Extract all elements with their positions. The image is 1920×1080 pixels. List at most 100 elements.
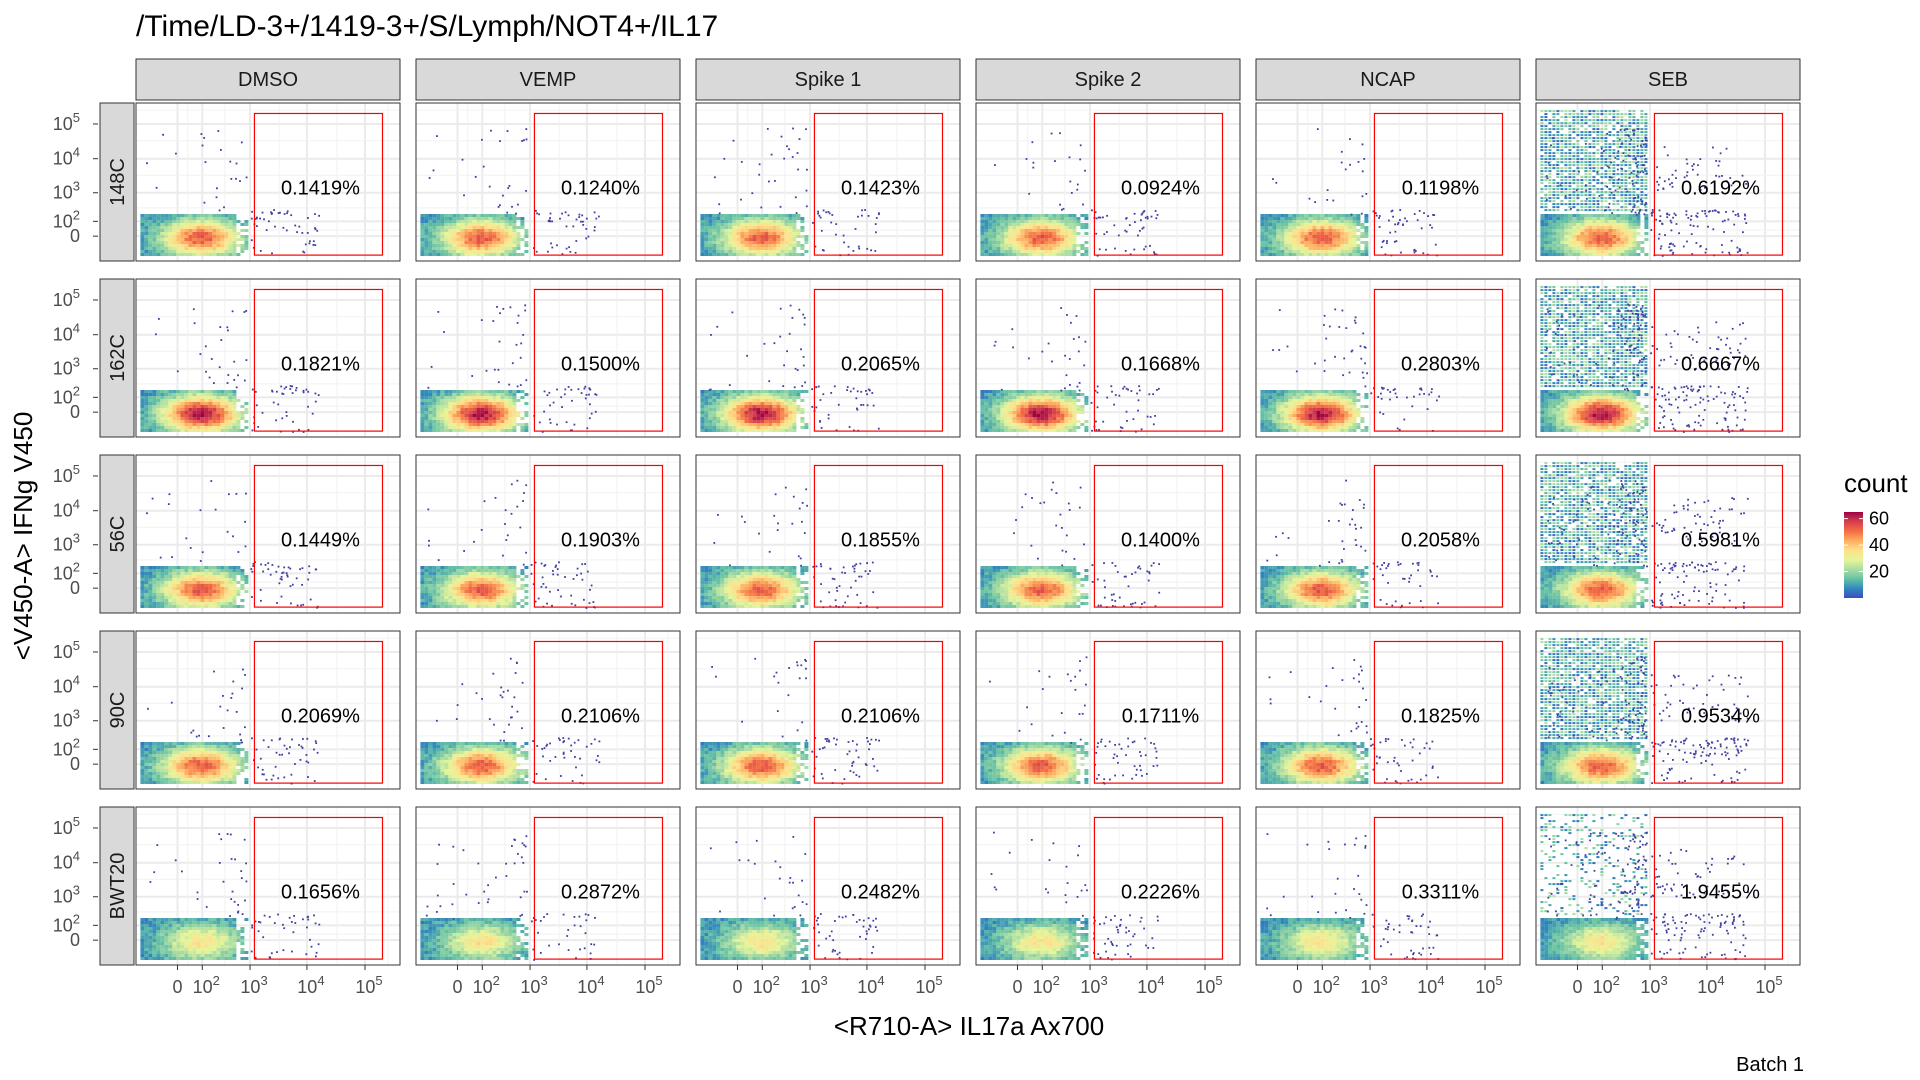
gate-rectangle bbox=[1093, 288, 1224, 432]
y-tick-label: 0 bbox=[70, 754, 80, 774]
y-tick-label: 103 bbox=[53, 531, 80, 555]
x-tick-label: 105 bbox=[355, 973, 382, 997]
legend-tick-label: 20 bbox=[1869, 562, 1889, 582]
gate-percentage-label: 0.1825% bbox=[1401, 706, 1480, 728]
gate-percentage-label: 0.0924% bbox=[1121, 178, 1200, 200]
x-tick-label: 102 bbox=[753, 973, 780, 997]
y-tick-label: 104 bbox=[53, 849, 80, 873]
gate-percentage-label: 0.1855% bbox=[841, 530, 920, 552]
y-tick-label: 0 bbox=[70, 402, 80, 422]
row-strip-label: 56C bbox=[107, 516, 129, 553]
facet-panel: 0.1903% bbox=[415, 454, 681, 614]
row-strip-label: 162C bbox=[107, 334, 129, 382]
facet-panel: 0.2069% bbox=[135, 630, 401, 790]
cell-density bbox=[140, 833, 321, 960]
y-tick-label: 0 bbox=[70, 930, 80, 950]
legend-title: count bbox=[1844, 468, 1908, 498]
column-strip-label: DMSO bbox=[238, 69, 298, 91]
y-tick-label: 0 bbox=[70, 578, 80, 598]
facet-panel: 0.1423% bbox=[695, 102, 961, 262]
gate-rectangle bbox=[813, 640, 944, 784]
x-tick-label: 104 bbox=[1697, 973, 1724, 997]
x-tick-label: 104 bbox=[1417, 973, 1444, 997]
gate-percentage-label: 0.1656% bbox=[281, 882, 360, 904]
gate-rectangle bbox=[813, 112, 944, 256]
legend-colorbar bbox=[1844, 512, 1863, 598]
gate-rectangle bbox=[813, 288, 944, 432]
y-tick-label: 103 bbox=[53, 707, 80, 731]
gate-percentage-label: 0.2482% bbox=[841, 882, 920, 904]
x-tick-label: 102 bbox=[193, 973, 220, 997]
facet-panel: 0.0924% bbox=[975, 102, 1241, 262]
facet-panel: 0.2106% bbox=[695, 630, 961, 790]
gate-percentage-label: 0.1400% bbox=[1121, 530, 1200, 552]
facet-panel: 0.1240% bbox=[415, 102, 681, 262]
y-tick-label: 104 bbox=[53, 673, 80, 697]
gate-rectangle bbox=[533, 288, 664, 432]
gate-rectangle bbox=[1373, 816, 1504, 960]
panel-grid: DMSO VEMP Spike 1 Spike 2 NCAP SEB 148C 105 104 1… bbox=[53, 58, 1801, 997]
chart-title: /Time/LD-3+/1419-3+/S/Lymph/NOT4+/IL17 bbox=[136, 10, 718, 43]
cell-density bbox=[700, 657, 880, 785]
facet-panel: 0.1821% bbox=[135, 278, 401, 438]
legend-tick-label: 40 bbox=[1869, 535, 1889, 555]
y-tick-label: 104 bbox=[53, 145, 80, 169]
x-tick-label: 102 bbox=[1033, 973, 1060, 997]
cell-density bbox=[140, 480, 319, 609]
gate-percentage-label: 0.2069% bbox=[281, 706, 360, 728]
facet-panel: 0.1825% bbox=[1255, 630, 1521, 790]
y-tick-label: 102 bbox=[53, 207, 80, 231]
facet-panel: 0.1711% bbox=[975, 630, 1241, 790]
gate-percentage-label: 0.1240% bbox=[561, 178, 640, 200]
cell-density bbox=[420, 304, 598, 433]
y-tick-label: 105 bbox=[53, 814, 80, 838]
gate-rectangle bbox=[533, 816, 664, 960]
gate-rectangle bbox=[253, 816, 384, 960]
x-tick-label: 0 bbox=[732, 977, 742, 997]
column-strip-label: Spike 1 bbox=[795, 69, 862, 91]
y-tick-label: 104 bbox=[53, 497, 80, 521]
gate-percentage-label: 0.1419% bbox=[281, 178, 360, 200]
gate-percentage-label: 0.2065% bbox=[841, 354, 920, 376]
row-strip: 148C bbox=[99, 102, 135, 262]
row-strip: 56C bbox=[99, 454, 135, 614]
facet-panel: 0.2872% bbox=[415, 806, 681, 966]
column-strip-label: NCAP bbox=[1360, 69, 1416, 91]
x-tick-label: 102 bbox=[473, 973, 500, 997]
facet-panel: 0.1656% bbox=[135, 806, 401, 966]
cell-density bbox=[1540, 110, 1749, 257]
facet-panel: 0.5981% bbox=[1535, 454, 1801, 614]
facet-panel: 0.6192% bbox=[1535, 102, 1801, 262]
column-strip: DMSO bbox=[135, 58, 401, 101]
y-axis-title: <V450-A> IFNg V450 bbox=[8, 412, 38, 661]
y-tick-label: 104 bbox=[53, 321, 80, 345]
gate-percentage-label: 0.6667% bbox=[1681, 354, 1760, 376]
cell-density bbox=[1540, 638, 1749, 784]
cell-density bbox=[1540, 814, 1749, 961]
x-tick-label: 104 bbox=[857, 973, 884, 997]
gate-rectangle bbox=[533, 112, 664, 256]
gate-percentage-label: 0.1449% bbox=[281, 530, 360, 552]
gate-rectangle bbox=[253, 640, 384, 784]
y-tick-label: 105 bbox=[53, 638, 80, 662]
y-tick-label: 102 bbox=[53, 559, 80, 583]
x-tick-label: 0 bbox=[1012, 977, 1022, 997]
gate-rectangle bbox=[253, 288, 384, 432]
y-tick-label: 102 bbox=[53, 383, 80, 407]
y-tick-label: 102 bbox=[53, 735, 80, 759]
cell-density bbox=[140, 308, 320, 433]
gate-rectangle bbox=[1653, 464, 1784, 608]
x-tick-label: 103 bbox=[1640, 973, 1667, 997]
x-tick-label: 103 bbox=[240, 973, 267, 997]
cell-density bbox=[1260, 659, 1439, 785]
facet-panel: 1.9455% bbox=[1535, 806, 1801, 966]
facet-panel: 0.1400% bbox=[975, 454, 1241, 614]
facet-panel: 0.2065% bbox=[695, 278, 961, 438]
gate-rectangle bbox=[1093, 464, 1224, 608]
gate-percentage-label: 0.1711% bbox=[1122, 706, 1200, 728]
gate-percentage-label: 0.2106% bbox=[561, 706, 640, 728]
gate-rectangle bbox=[253, 464, 384, 608]
cell-density bbox=[700, 304, 880, 432]
column-strip-label: VEMP bbox=[520, 69, 577, 91]
